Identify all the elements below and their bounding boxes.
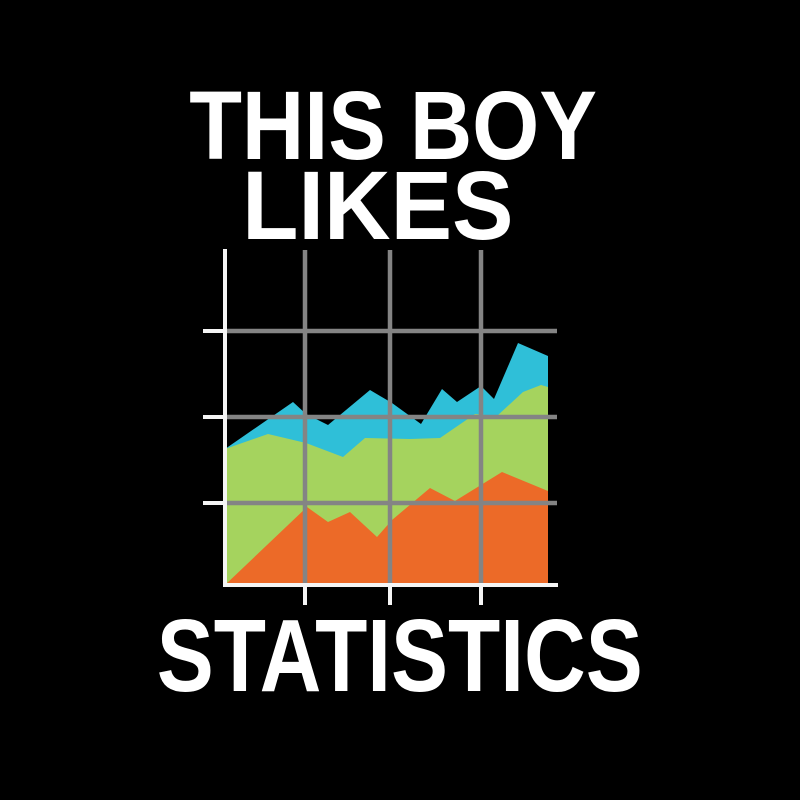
title-line-3-text: STATISTICS (156, 598, 644, 713)
title-line-1: THIS BOY (0, 77, 800, 174)
title-line-1-text: THIS BOY (189, 71, 597, 180)
title-line-2: LIKES (0, 157, 800, 254)
stacked-area-chart (198, 243, 568, 610)
title-line-3: STATISTICS (0, 604, 800, 707)
stacked-area-chart-svg (203, 249, 558, 605)
title-line-2-text: LIKES (242, 151, 514, 260)
